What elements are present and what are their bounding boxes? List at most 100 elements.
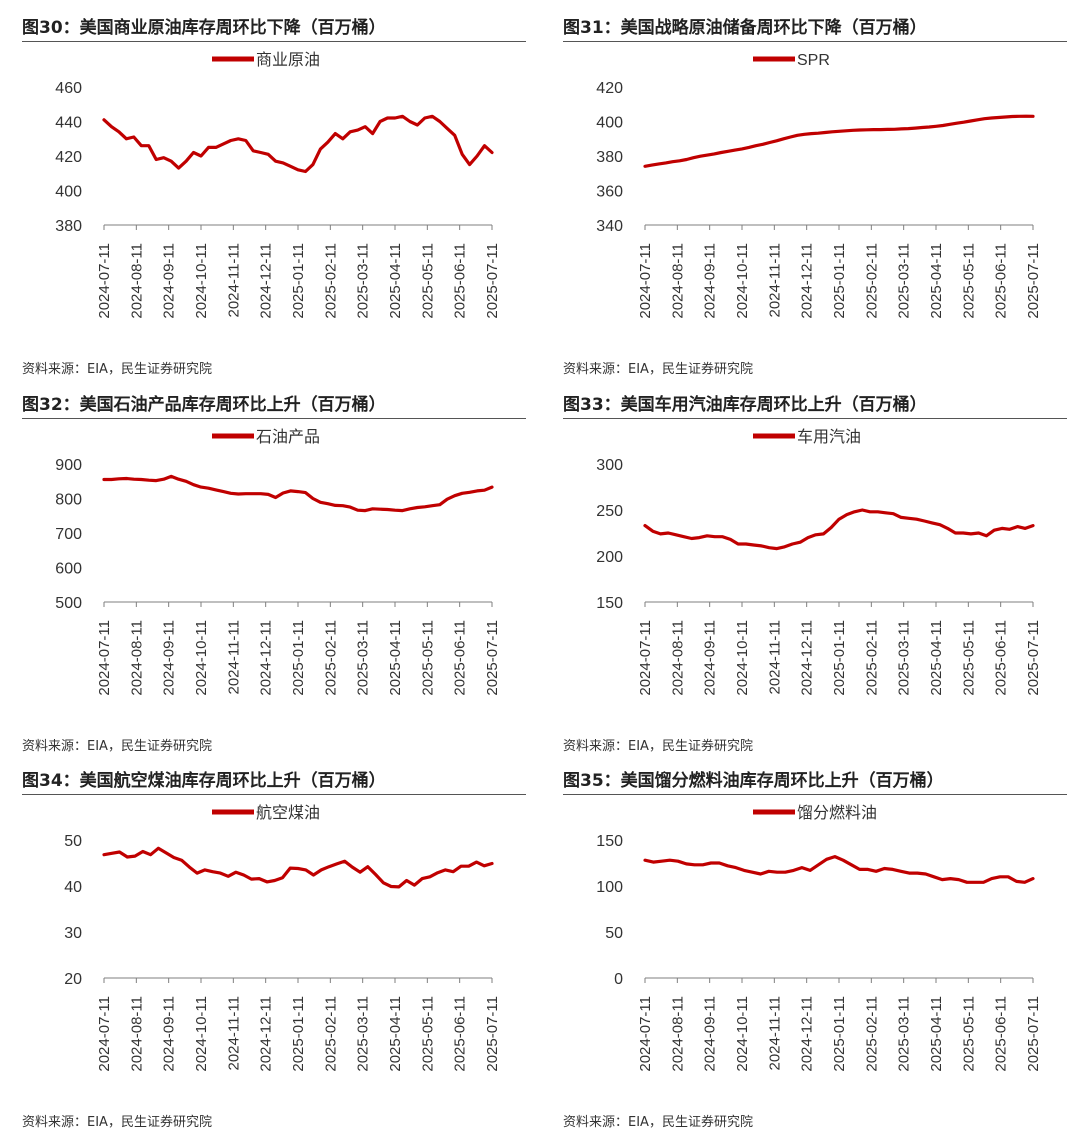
x-tick-label: 2025-02-11: [322, 243, 339, 319]
chart-panel-3: 图32：美国石油产品库存周环比上升（百万桶） 500 600 700 800 900 20…: [22, 392, 532, 767]
x-tick-label: 2025-07-11: [1025, 243, 1042, 319]
x-tick-label: 2025-01-11: [290, 620, 307, 696]
x-tick-label: 2024-08-11: [669, 620, 686, 696]
y-tick-label: 400: [55, 184, 82, 201]
y-tick-label: 50: [605, 925, 623, 942]
legend-label: 商业原油: [256, 51, 320, 69]
legend-label: 车用汽油: [797, 428, 861, 446]
x-tick-label: 2025-05-11: [419, 996, 436, 1072]
chart-title: 图35：美国馏分燃料油库存周环比上升（百万桶）: [563, 768, 1067, 795]
x-tick-label: 2024-07-11: [96, 996, 113, 1072]
series-line: [102, 474, 494, 513]
x-tick-label: 2025-07-11: [1025, 996, 1042, 1072]
y-tick-label: 250: [596, 503, 623, 520]
line-chart: 20 30 40 50 2024-07-11 2024-08-11 2024-09-11 20…: [64, 804, 501, 1072]
x-tick-label: 2025-02-11: [863, 620, 880, 696]
y-tick-label: 400: [596, 115, 623, 132]
line-chart: 150 200 250 300 2024-07-11 2024-08-11 2024-09-…: [596, 428, 1042, 696]
x-tick-label: 2025-01-11: [290, 243, 307, 319]
y-tick-label: 440: [55, 115, 82, 132]
y-tick-label: 380: [55, 218, 82, 235]
y-tick-label: 380: [596, 149, 623, 166]
x-tick-label: 2024-08-11: [128, 243, 145, 319]
y-tick-label: 0: [614, 971, 623, 988]
x-tick-label: 2025-06-11: [993, 620, 1010, 696]
x-tick-label: 2024-10-11: [193, 996, 210, 1072]
legend: 车用汽油: [753, 428, 861, 446]
y-tick-label: 200: [596, 549, 623, 566]
x-tick-label: 2024-07-11: [637, 243, 654, 319]
x-tick-label: 2025-02-11: [322, 996, 339, 1072]
x-tick-label: 2024-09-11: [161, 243, 178, 319]
series-line: [102, 846, 494, 889]
x-tick-label: 2024-10-11: [734, 996, 751, 1072]
x-tick-label: 2024-07-11: [96, 620, 113, 696]
y-tick-label: 460: [55, 80, 82, 97]
source-note: 资料来源：EIA，民生证券研究院: [22, 1115, 212, 1130]
x-tick-label: 2024-08-11: [128, 996, 145, 1072]
x-tick-label: 2024-12-11: [258, 620, 275, 696]
x-tick-label: 2024-08-11: [669, 243, 686, 319]
y-tick-label: 100: [596, 879, 623, 896]
x-tick-label: 2025-06-11: [993, 996, 1010, 1072]
x-tick-label: 2025-06-11: [452, 243, 469, 319]
x-tick-label: 2024-08-11: [669, 996, 686, 1072]
x-tick-label: 2025-07-11: [484, 620, 501, 696]
x-tick-label: 2024-07-11: [637, 620, 654, 696]
line-chart: 0 50 100 150 2024-07-11 2024-08-11 2024-09-11 2…: [596, 804, 1042, 1072]
x-tick-label: 2024-12-11: [799, 243, 816, 319]
x-tick-label: 2025-07-11: [484, 243, 501, 319]
source-note: 资料来源：EIA，民生证券研究院: [563, 739, 753, 754]
x-tick-label: 2025-05-11: [960, 996, 977, 1072]
legend: 商业原油: [212, 51, 320, 69]
y-tick-label: 900: [55, 457, 82, 474]
y-tick-label: 700: [55, 526, 82, 543]
x-tick-label: 2025-02-11: [322, 620, 339, 696]
y-tick-label: 40: [64, 879, 82, 896]
y-tick-label: 30: [64, 925, 82, 942]
x-tick-label: 2025-03-11: [896, 620, 913, 696]
line-chart: 380 400 420 440 460 2024-07-11 2024-08-11 2024-…: [55, 51, 501, 319]
y-tick-label: 420: [55, 149, 82, 166]
x-tick-label: 2025-01-11: [831, 996, 848, 1072]
x-tick-label: 2024-12-11: [258, 996, 275, 1072]
chart-panel-4: 图33：美国车用汽油库存周环比上升（百万桶） 150 200 250 300 2024-…: [563, 392, 1073, 767]
x-tick-label: 2025-03-11: [355, 620, 372, 696]
x-tick-label: 2025-03-11: [355, 243, 372, 319]
x-tick-label: 2024-07-11: [96, 243, 113, 319]
x-tick-label: 2024-10-11: [734, 620, 751, 696]
x-tick-label: 2024-09-11: [702, 620, 719, 696]
x-tick-label: 2024-11-11: [766, 996, 783, 1071]
line-chart: 340 360 380 400 420 2024-07-11 2024-08-11 2024-…: [596, 52, 1042, 319]
x-tick-label: 2025-07-11: [484, 996, 501, 1072]
x-tick-label: 2025-02-11: [863, 996, 880, 1072]
x-tick-label: 2024-08-11: [128, 620, 145, 696]
x-tick-label: 2024-10-11: [734, 243, 751, 319]
x-tick-label: 2024-11-11: [766, 243, 783, 318]
chart-panel-5: 图34：美国航空煤油库存周环比上升（百万桶） 20 30 40 50 2024-07-1…: [22, 768, 532, 1143]
x-tick-label: 2025-04-11: [387, 620, 404, 696]
x-tick-label: 2024-09-11: [702, 243, 719, 319]
x-tick-label: 2024-12-11: [799, 620, 816, 696]
y-tick-label: 20: [64, 971, 82, 988]
series-line: [643, 508, 1035, 551]
x-tick-label: 2024-07-11: [637, 996, 654, 1072]
chart-panel-6: 图35：美国馏分燃料油库存周环比上升（百万桶） 0 50 100 150 2024-07…: [563, 768, 1073, 1143]
chart-title: 图32：美国石油产品库存周环比上升（百万桶）: [22, 392, 526, 419]
x-tick-label: 2025-05-11: [960, 620, 977, 696]
y-tick-label: 600: [55, 561, 82, 578]
y-tick-label: 340: [596, 218, 623, 235]
x-tick-label: 2024-09-11: [161, 620, 178, 696]
x-tick-label: 2025-05-11: [419, 620, 436, 696]
legend: 馏分燃料油: [753, 804, 877, 822]
legend: 航空煤油: [212, 804, 320, 822]
x-tick-label: 2025-06-11: [452, 996, 469, 1072]
chart-panel-1: 图30：美国商业原油库存周环比下降（百万桶） 380 400 420 440 460 20…: [22, 15, 532, 390]
y-tick-label: 300: [596, 457, 623, 474]
y-tick-label: 800: [55, 492, 82, 509]
x-tick-label: 2025-05-11: [960, 243, 977, 319]
y-tick-label: 420: [596, 80, 623, 97]
x-tick-label: 2025-04-11: [928, 243, 945, 319]
chart-title: 图34：美国航空煤油库存周环比上升（百万桶）: [22, 768, 526, 795]
x-tick-label: 2025-02-11: [863, 243, 880, 319]
